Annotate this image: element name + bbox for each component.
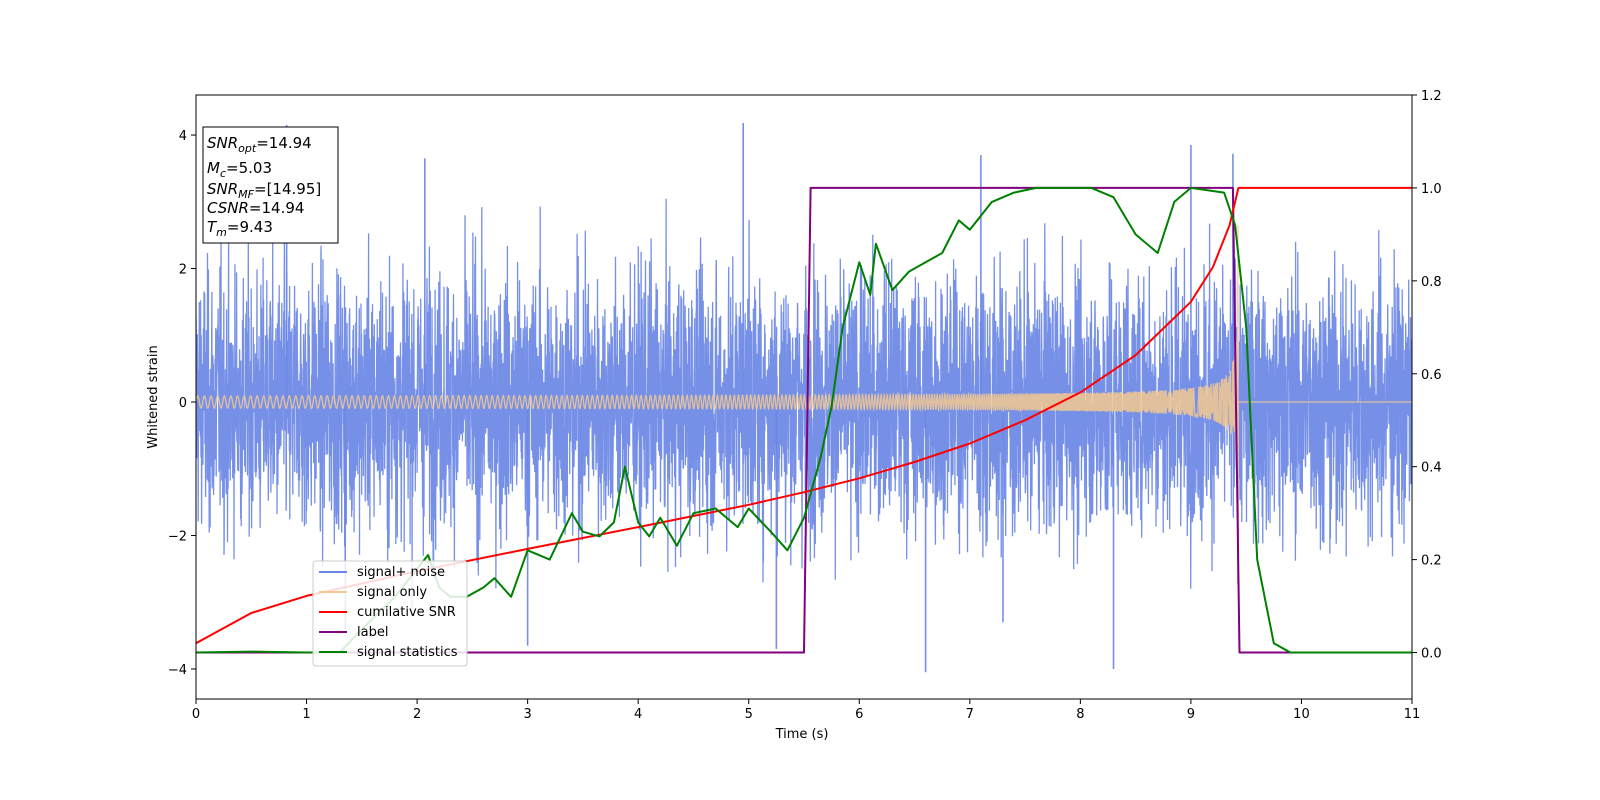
y2-tick-label: 0.4 xyxy=(1421,461,1442,476)
stats-annotation-box: SNRopt=14.94 Mc=5.03 SNRMF=[14.95] CSNR=… xyxy=(202,126,339,244)
legend-entry: cumilative SNR xyxy=(319,605,456,620)
snr-mf-label: SNRMF=[14.95] xyxy=(207,180,321,201)
chirp-mass-label: Mc=5.03 xyxy=(207,159,272,180)
x-tick-label: 1 xyxy=(302,707,310,722)
legend-entry: signal statistics xyxy=(319,645,458,660)
legend-label: signal only xyxy=(357,585,427,600)
y-tick-label: −4 xyxy=(168,663,187,678)
x-tick-label: 3 xyxy=(523,707,531,722)
x-tick-label: 4 xyxy=(634,707,642,722)
plot-frame xyxy=(195,94,1413,700)
y-axis-label: Whitened strain xyxy=(146,345,161,448)
snr-opt-label: SNRopt=14.94 xyxy=(207,134,312,155)
y-tick-label: 2 xyxy=(179,263,187,278)
y2-tick-label: 0.6 xyxy=(1421,368,1442,383)
y2-tick-label: 0.8 xyxy=(1421,275,1442,290)
csnr-label: CSNR=14.94 xyxy=(207,199,304,217)
x-tick-label: 11 xyxy=(1404,707,1421,722)
x-tick-label: 7 xyxy=(966,707,974,722)
legend-label: signal statistics xyxy=(357,645,458,660)
merger-time-label: Tm=9.43 xyxy=(207,218,273,239)
signal-only-line xyxy=(196,224,1412,581)
x-tick-label: 0 xyxy=(192,707,200,722)
legend-entry: signal+ noise xyxy=(319,565,445,580)
y-tick-label: 4 xyxy=(179,129,187,144)
y2-tick-label: 0.2 xyxy=(1421,554,1442,569)
legend-label: signal+ noise xyxy=(357,565,445,580)
legend-label: cumilative SNR xyxy=(357,605,456,620)
signal-noise-line xyxy=(196,198,1412,610)
x-tick-label: 10 xyxy=(1293,707,1310,722)
x-tick-label: 5 xyxy=(745,707,753,722)
signal-only-series xyxy=(196,224,1412,581)
x-tick-label: 9 xyxy=(1187,707,1195,722)
legend-entry: signal only xyxy=(319,585,427,600)
y2-tick-label: 1.2 xyxy=(1421,89,1442,104)
x-tick-label: 8 xyxy=(1076,707,1084,722)
x-axis: 0 1 2 3 4 5 6 7 8 9 10 11 xyxy=(192,699,1420,722)
label-line xyxy=(196,186,1412,654)
y-axis-right: 0.0 0.2 0.4 0.6 0.8 1.0 1.2 xyxy=(1412,89,1442,662)
legend: signal+ noise signal only cumilative SNR… xyxy=(312,560,468,667)
signal-noise-series xyxy=(196,123,1412,673)
y2-tick-label: 0.0 xyxy=(1421,647,1442,662)
x-tick-label: 6 xyxy=(855,707,863,722)
x-tick-label: 2 xyxy=(413,707,421,722)
legend-label: label xyxy=(357,625,388,640)
y-tick-label: −2 xyxy=(168,529,187,544)
y-axis-left: −4 −2 0 2 4 xyxy=(168,129,196,678)
legend-entry: label xyxy=(319,625,388,640)
y2-tick-label: 1.0 xyxy=(1421,182,1442,197)
y-tick-label: 0 xyxy=(179,396,187,411)
x-axis-label: Time (s) xyxy=(775,727,829,742)
